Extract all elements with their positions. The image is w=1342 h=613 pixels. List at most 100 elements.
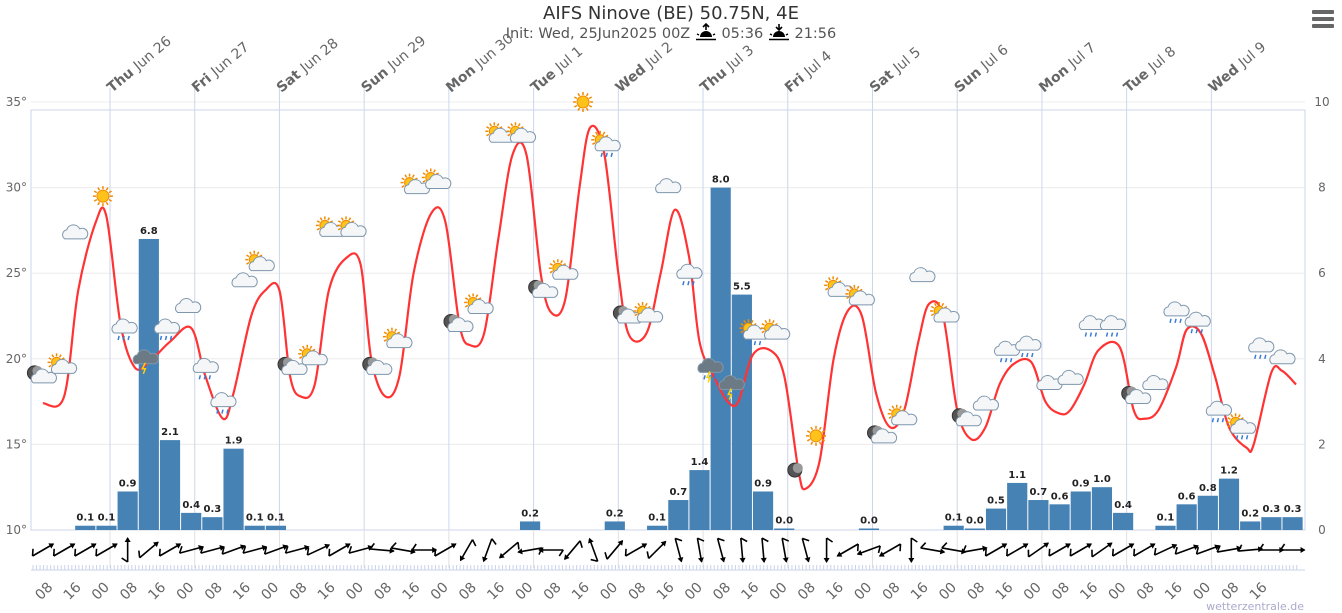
precip-bar: [1261, 517, 1282, 530]
precip-label: 6.8: [140, 226, 158, 237]
rain-drop: [216, 409, 219, 414]
wind-head: [1086, 543, 1093, 549]
cloud-shape: [891, 410, 918, 426]
sun-ray: [1227, 424, 1231, 428]
sun-ray: [806, 438, 811, 442]
wind-arrow-icon: [856, 545, 882, 556]
precip-label: 0.0: [966, 516, 984, 527]
precip-label: 0.0: [860, 516, 878, 527]
sun-ray: [105, 187, 109, 191]
sun-ray: [930, 313, 935, 317]
wind-arrow-icon: [646, 540, 667, 560]
wind-head: [564, 554, 570, 560]
rain-drop: [713, 375, 716, 380]
sunset-time: 21:56: [794, 26, 837, 42]
thunder-icon: [718, 375, 745, 400]
precip-label: 1.1: [1008, 470, 1026, 481]
cloud-icon: [1142, 375, 1169, 390]
wind-head: [804, 556, 811, 563]
plot-border: [30, 109, 1306, 531]
wind-barb: [369, 542, 375, 550]
wind-barb: [962, 545, 967, 553]
sun-ray: [821, 430, 826, 433]
cloud-rain-icon: [1205, 400, 1232, 423]
precip-bar: [1240, 521, 1261, 530]
sun-cloud-icon: [315, 216, 346, 237]
sun-cloud-icon: [298, 344, 328, 366]
wind-shaft: [761, 537, 765, 563]
y-left-tick-label: 20°: [6, 352, 27, 366]
sun-ray: [585, 92, 589, 97]
sun-ray: [475, 294, 479, 298]
precip-bar: [75, 525, 96, 530]
day-label: Sun Jul 6: [951, 42, 1011, 96]
day-label: Thu Jun 26: [104, 33, 174, 96]
cloud-shape: [1057, 369, 1084, 385]
rain-drop: [1105, 332, 1109, 337]
precip-label: 1.0: [1093, 474, 1111, 485]
wind-barb: [717, 537, 725, 542]
sun-ray: [585, 107, 589, 112]
sun-ray: [644, 302, 648, 307]
moon-cloud-icon: [528, 279, 559, 298]
precip-label: 0.2: [521, 508, 539, 519]
wind-barb: [1174, 546, 1178, 555]
precip-bar: [647, 525, 668, 530]
day-label: Sun Jun 29: [358, 33, 429, 96]
rain-drop: [1190, 328, 1193, 334]
sun-ray: [828, 277, 831, 281]
wind-shaft: [606, 540, 624, 560]
wind-arrow-icon: [674, 537, 684, 563]
rain-drop: [159, 335, 163, 341]
rain-drop: [1200, 328, 1203, 334]
wind-shaft: [588, 538, 599, 562]
wind-arrow-icon: [242, 545, 268, 554]
cloud-rain-icon: [1015, 335, 1042, 358]
wind-shaft: [53, 543, 75, 557]
cloud-shape: [1205, 400, 1232, 416]
sun-ray: [818, 441, 822, 445]
cloud-rain-icon: [1248, 337, 1275, 359]
wind-barb: [491, 538, 497, 546]
sun-cloud-icon: [506, 122, 537, 143]
cloud-shape: [62, 224, 89, 240]
wind-shaft: [200, 546, 225, 554]
precip-bar: [689, 470, 710, 530]
hamburger-menu-icon[interactable]: [1312, 10, 1334, 30]
hour-label: 00: [936, 580, 960, 604]
cloud-shape: [30, 368, 57, 384]
cloud-shape: [933, 307, 960, 323]
wind-arrow-icon: [459, 539, 477, 562]
wind-arrow-icon: [1111, 543, 1135, 557]
precip-bar: [1028, 500, 1049, 530]
moon-cloud-icon: [867, 425, 898, 444]
chart-subtitle: Init: Wed, 25Jun2025 00Z 05:36 21:56: [0, 23, 1342, 42]
wind-head: [410, 548, 416, 555]
cloud-shape: [532, 282, 559, 298]
sun-ray: [507, 133, 511, 137]
wind-shaft: [482, 538, 493, 562]
precip-label: 0.6: [1178, 491, 1196, 502]
rain-drop: [687, 281, 690, 286]
wind-barb: [877, 545, 882, 554]
wind-barb: [138, 550, 141, 558]
cloud-shape: [1015, 335, 1042, 351]
day-label: Wed Jul 9: [1206, 39, 1270, 96]
hour-label: 00: [1021, 580, 1045, 604]
sun-ray: [93, 199, 98, 202]
sun-ray: [316, 220, 321, 224]
wind-arrow-icon: [604, 540, 624, 560]
hour-label: 08: [287, 580, 311, 604]
sun-ray: [299, 348, 303, 352]
wind-arrow-icon: [696, 537, 705, 563]
sun-ray: [108, 199, 112, 202]
wind-barb: [411, 543, 417, 551]
cloud-icon: [655, 178, 682, 194]
y-right-tick-label: 10: [1314, 95, 1329, 109]
wind-head: [1106, 542, 1113, 548]
wind-arrow-icon: [178, 545, 204, 554]
cloud-icon: [909, 267, 936, 283]
sun-ray: [48, 364, 52, 368]
wind-barb: [284, 546, 289, 554]
sun-ray: [771, 319, 775, 324]
